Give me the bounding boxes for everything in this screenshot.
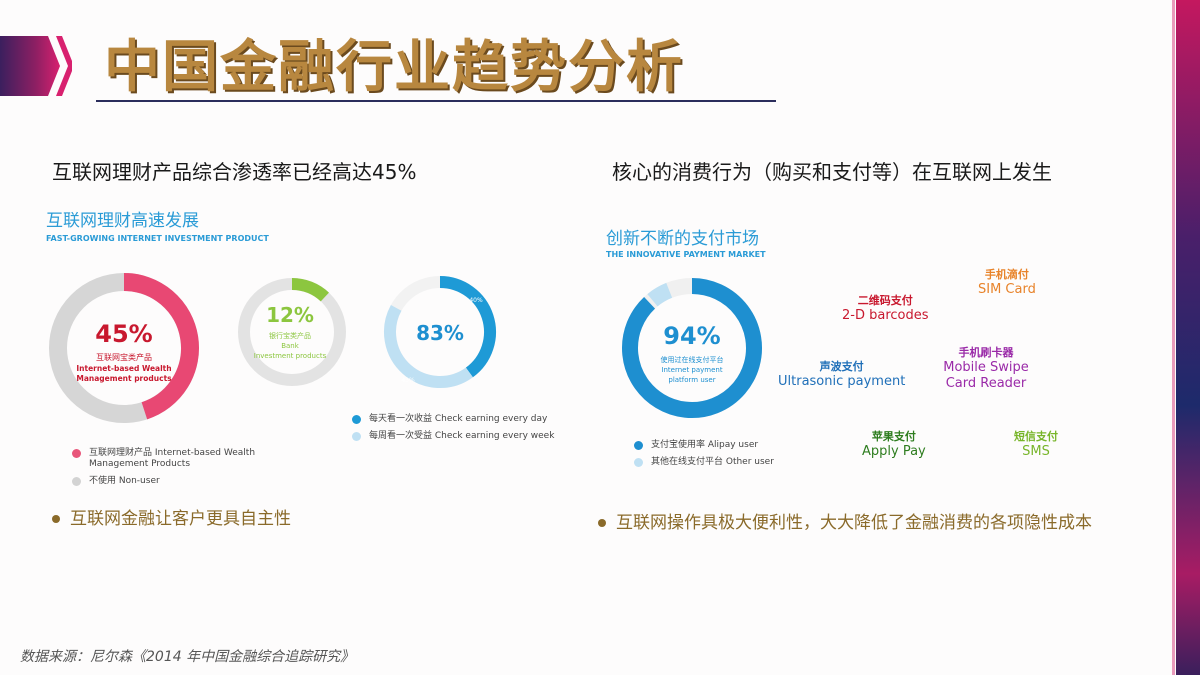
bullet-icon — [52, 515, 60, 523]
donut2-label-en-1: Bank — [281, 342, 300, 350]
legend-dot-other — [634, 458, 643, 467]
payment-donut-chart: 94% 使用过在线支付平台 Internet payment platform … — [622, 278, 762, 418]
legend-text: 互联网理财产品 Internet-based Wealth Management… — [89, 448, 256, 469]
payment-donut-slice-other — [647, 282, 673, 307]
left-figure-subtitle: FAST-GROWING INTERNET INVESTMENT PRODUCT — [46, 234, 269, 243]
legend-text: 不使用 Non-user — [89, 476, 160, 486]
payment-method-barcodes: 二维码支付 2-D barcodes — [842, 292, 929, 323]
donut2-label-cn: 银行宝类产品 — [269, 331, 311, 340]
right-bullet: 互联网操作具极大便利性，大大降低了金融消费的各项隐性成本 — [598, 510, 1138, 536]
donut3-slice-daily — [439, 276, 496, 378]
legend-dot-daily — [352, 415, 361, 424]
payment-method-en: SMS — [1022, 444, 1050, 459]
payment-method-ultrasonic: 声波支付 Ultrasonic payment — [778, 358, 905, 389]
donut1-value: 45% — [95, 320, 152, 348]
left-bullet-text: 互联网金融让客户更具自主性 — [70, 509, 291, 529]
legend-text: 其他在线支付平台 Other user — [651, 457, 774, 467]
payment-method-cn: 苹果支付 — [871, 430, 916, 443]
left-bullet: 互联网金融让客户更具自主性 — [52, 506, 552, 532]
legend-item: 每天看一次收益 Check earning every day — [352, 414, 554, 425]
title-chevron-decoration — [0, 36, 72, 96]
donut3-slice-weekly — [384, 305, 473, 388]
payment-legend: 支付宝使用率 Alipay user 其他在线支付平台 Other user — [634, 440, 774, 468]
legend-item: 不使用 Non-user — [72, 476, 292, 487]
legend-internet-wealth: 互联网理财产品 Internet-based Wealth Management… — [72, 448, 292, 487]
payment-method-cn: 二维码支付 — [857, 294, 913, 307]
payment-method-en: SIM Card — [978, 282, 1036, 297]
donut2-slice-bank — [291, 278, 329, 302]
data-source-note: 数据来源：尼尔森《2014 年中国金融综合追踪研究》 — [20, 649, 355, 665]
left-heading: 互联网理财产品综合渗透率已经高达45% — [52, 160, 417, 184]
legend-text: 支付宝使用率 Alipay user — [651, 440, 759, 450]
legend-dot-weekly — [352, 432, 361, 441]
legend-item: 互联网理财产品 Internet-based Wealth Management… — [72, 448, 292, 470]
slide-title: 中国金融行业趋势分析 — [104, 35, 684, 100]
right-bullet-text: 互联网操作具极大便利性，大大降低了金融消费的各项隐性成本 — [616, 513, 1092, 533]
payment-donut-label-cn: 使用过在线支付平台 — [661, 355, 724, 364]
payment-method-sms: 短信支付 SMS — [1014, 428, 1058, 459]
donut3-small-b: 43% — [401, 377, 415, 384]
donut2-value: 12% — [266, 303, 314, 327]
right-figure-subtitle: THE INNOVATIVE PAYMENT MARKET — [606, 250, 766, 259]
legend-text: 每天看一次收益 Check earning every day — [369, 414, 548, 424]
right-edge-decoration — [1172, 0, 1200, 675]
left-figure-title: 互联网理财高速发展 — [46, 211, 199, 231]
payment-method-en: Ultrasonic payment — [778, 374, 906, 389]
donut1-label-en-1: Internet-based Wealth — [76, 364, 171, 373]
left-donut-charts: 45% 互联网宝类产品 Internet-based Wealth Manage… — [49, 273, 496, 423]
payment-method-cn: 声波支付 — [819, 360, 864, 373]
bullet-icon — [598, 519, 606, 527]
payment-method-en: Apply Pay — [862, 444, 926, 459]
legend-dot-alipay — [634, 441, 643, 450]
payment-method-cn: 短信支付 — [1014, 430, 1058, 443]
right-figure-title: 创新不断的支付市场 — [606, 229, 759, 249]
payment-method-sim-card: 手机滴付 SIM Card — [978, 266, 1036, 297]
legend-text: 每周看一次受益 Check earning every week — [369, 431, 555, 441]
payment-method-en: Mobile Swipe Card Reader — [943, 360, 1029, 391]
payment-donut-label-en-2: platform user — [668, 376, 715, 384]
donut2-label-en-2: Investment products — [254, 352, 327, 360]
payment-donut-slice-alipay — [622, 278, 762, 418]
donut3-small-a: 40% — [469, 297, 483, 304]
donut1-slice-internet — [123, 273, 199, 420]
payment-method-cn: 手机刷卡器 — [958, 346, 1014, 359]
right-heading: 核心的消费行为（购买和支付等）在互联网上发生 — [612, 160, 1052, 184]
legend-check-earnings: 每天看一次收益 Check earning every day 每周看一次受益 … — [352, 414, 554, 442]
legend-item: 支付宝使用率 Alipay user — [634, 440, 774, 451]
payment-donut-label-en-1: Internet payment — [661, 366, 722, 374]
payment-method-en: 2-D barcodes — [842, 308, 929, 323]
legend-item: 每周看一次受益 Check earning every week — [352, 431, 554, 442]
donut3-value: 83% — [416, 321, 464, 345]
payment-method-apple-pay: 苹果支付 Apply Pay — [862, 428, 926, 459]
legend-dot-internet — [72, 449, 81, 458]
payment-method-cn: 手机滴付 — [984, 268, 1029, 281]
donut1-label-cn: 互联网宝类产品 — [96, 352, 152, 362]
title-underline — [96, 100, 776, 102]
payment-method-swipe-reader: 手机刷卡器 Mobile Swipe Card Reader — [936, 344, 1036, 392]
legend-dot-nonuser — [72, 477, 81, 486]
legend-item: 其他在线支付平台 Other user — [634, 457, 774, 468]
payment-donut-value: 94% — [663, 322, 720, 350]
donut1-label-en-2: Management products — [76, 374, 172, 383]
